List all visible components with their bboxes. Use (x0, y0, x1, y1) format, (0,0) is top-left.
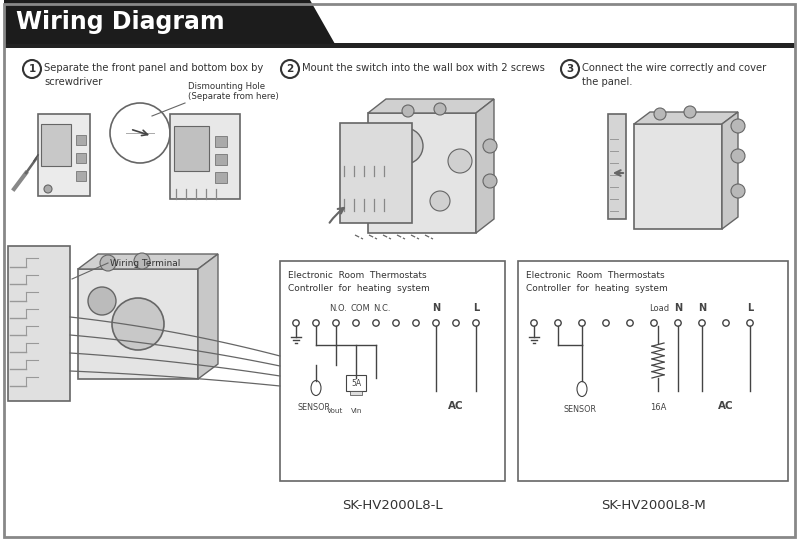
Text: 2: 2 (286, 64, 294, 74)
Text: SK-HV2000L8-M: SK-HV2000L8-M (601, 499, 706, 512)
Text: SENSOR: SENSOR (298, 403, 330, 412)
Circle shape (448, 149, 472, 173)
Text: 3: 3 (566, 64, 574, 74)
Polygon shape (78, 254, 218, 269)
Text: COM: COM (350, 304, 370, 313)
Text: Mount the switch into the wall box with 2 screws: Mount the switch into the wall box with … (302, 63, 545, 73)
Bar (368, 113, 476, 233)
Circle shape (281, 60, 299, 78)
Bar (634, 124, 722, 229)
Text: Controller  for  heating  system: Controller for heating system (526, 284, 668, 293)
Bar (78, 269, 198, 379)
Circle shape (23, 60, 41, 78)
Circle shape (402, 105, 414, 117)
Text: Vout: Vout (327, 408, 343, 414)
Text: Load: Load (649, 304, 669, 313)
Text: Electronic  Room  Thermostats: Electronic Room Thermostats (526, 271, 665, 280)
Bar (350, 391, 362, 395)
Circle shape (731, 184, 745, 198)
Text: N.O.: N.O. (329, 304, 347, 313)
Circle shape (100, 255, 116, 271)
Circle shape (112, 298, 164, 350)
Polygon shape (722, 112, 738, 229)
Bar (340, 123, 412, 223)
Bar (4, 43, 795, 48)
Text: AC: AC (448, 401, 464, 411)
Text: N: N (432, 303, 440, 313)
Circle shape (731, 149, 745, 163)
Text: Electronic  Room  Thermostats: Electronic Room Thermostats (288, 271, 426, 280)
Circle shape (561, 60, 579, 78)
Text: L: L (747, 303, 753, 313)
Ellipse shape (311, 380, 321, 395)
Text: N: N (698, 303, 706, 313)
Bar (76, 153, 86, 163)
Bar (280, 261, 505, 481)
Circle shape (88, 287, 116, 315)
Circle shape (430, 191, 450, 211)
Circle shape (483, 174, 497, 188)
Polygon shape (476, 99, 494, 233)
Bar (38, 114, 90, 196)
Bar (174, 126, 209, 171)
Circle shape (134, 253, 150, 269)
Text: L: L (473, 303, 479, 313)
Text: SENSOR: SENSOR (563, 405, 597, 414)
Text: AC: AC (718, 401, 734, 411)
Circle shape (434, 103, 446, 115)
Text: SK-HV2000L8-L: SK-HV2000L8-L (342, 499, 442, 512)
Circle shape (110, 103, 170, 163)
Text: N.C.: N.C. (374, 304, 390, 313)
Text: 1: 1 (28, 64, 36, 74)
Bar (215, 172, 227, 183)
Text: Wiring Terminal: Wiring Terminal (110, 259, 180, 267)
Bar (346, 375, 366, 391)
Polygon shape (198, 254, 218, 379)
Polygon shape (634, 112, 738, 124)
Circle shape (684, 106, 696, 118)
Ellipse shape (577, 381, 587, 397)
Text: Separate the front panel and bottom box by
screwdriver: Separate the front panel and bottom box … (44, 63, 263, 87)
Text: Dismounting Hole
(Separate from here): Dismounting Hole (Separate from here) (188, 82, 278, 101)
Bar (170, 114, 240, 199)
Text: Vin: Vin (351, 408, 362, 414)
Bar (215, 154, 227, 165)
Circle shape (731, 119, 745, 133)
Text: Connect the wire correctly and cover
the panel.: Connect the wire correctly and cover the… (582, 63, 766, 87)
Bar (76, 171, 86, 181)
Circle shape (654, 108, 666, 120)
Circle shape (44, 185, 52, 193)
Circle shape (483, 139, 497, 153)
Polygon shape (4, 0, 335, 44)
Bar (608, 114, 626, 219)
Bar (518, 261, 788, 481)
Bar (8, 246, 70, 401)
Text: Controller  for  heating  system: Controller for heating system (288, 284, 430, 293)
Polygon shape (368, 99, 494, 113)
Circle shape (387, 128, 423, 164)
Text: N: N (674, 303, 682, 313)
Text: 5A: 5A (351, 379, 361, 387)
Bar (215, 136, 227, 147)
Text: Wiring Diagram: Wiring Diagram (16, 10, 225, 34)
Text: 16A: 16A (650, 403, 666, 412)
Bar (76, 135, 86, 145)
Bar (41, 124, 71, 166)
